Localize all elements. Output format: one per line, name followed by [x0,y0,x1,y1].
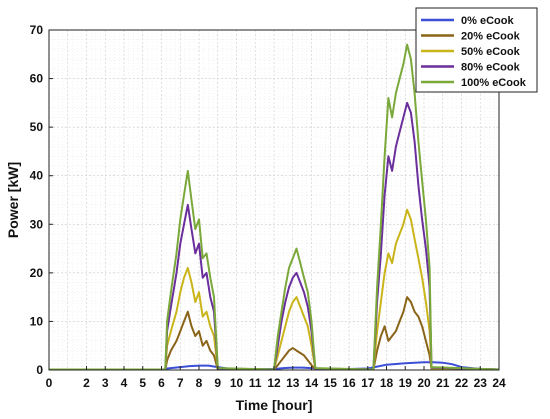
legend-label-0: 0% eCook [461,15,514,27]
x-tick-label-20: 21 [436,376,450,390]
x-tick-label-2: 3 [102,376,109,390]
x-tick-label-16: 17 [361,376,375,390]
x-tick-label-3: 4 [121,376,128,390]
series-line-1 [49,296,500,371]
x-tick-label-4: 5 [139,376,146,390]
x-tick-label-6: 7 [177,376,184,390]
x-tick-label-8: 9 [214,376,221,390]
x-tick-label-18: 19 [399,376,413,390]
x-tick-label-0: 0 [46,376,53,390]
series-group [49,43,500,371]
y-tick-label-1: 10 [30,314,44,328]
x-tick-label-14: 15 [324,376,338,390]
x-tick-label-1: 2 [83,376,90,390]
y-tick-label-2: 20 [30,266,44,280]
series-line-0 [49,361,500,371]
x-tick-label-19: 20 [417,376,431,390]
x-axis-ticks: 0 2 3 4 5 6 7 8 9 10 11 12 13 14 15 16 17 18 19 20 21 22 23 24 [46,366,506,390]
x-tick-label-9: 10 [230,376,244,390]
x-tick-label-13: 14 [305,376,319,390]
legend: 0% eCook 20% eCook 50% eCook 80% eCook 100% … [415,7,538,93]
x-tick-label-11: 12 [267,376,281,390]
y-tick-label-3: 30 [30,217,44,231]
series-line-3 [49,101,500,371]
x-tick-label-22: 23 [474,376,488,390]
y-axis-ticks: 0 10 20 30 40 50 60 70 [30,23,53,377]
x-tick-label-7: 8 [196,376,203,390]
x-tick-label-15: 16 [342,376,356,390]
legend-label-2: 50% eCook [461,46,521,58]
x-tick-label-5: 6 [158,376,165,390]
x-tick-label-10: 11 [249,376,262,390]
x-tick-label-12: 13 [286,376,300,390]
y-tick-label-6: 60 [30,72,44,86]
y-tick-label-5: 50 [30,120,44,134]
legend-label-3: 80% eCook [461,62,521,74]
x-tick-label-23: 24 [492,376,506,390]
y-tick-label-7: 70 [30,23,44,37]
y-tick-label-0: 0 [36,363,43,377]
y-axis-label: Power [kW] [5,162,21,238]
legend-label-4: 100% eCook [461,77,527,89]
series-line-2 [49,208,500,371]
x-tick-label-21: 22 [455,376,469,390]
y-tick-label-4: 40 [30,169,44,183]
series-line-4 [49,43,500,371]
legend-label-1: 20% eCook [461,31,521,43]
x-axis-label: Time [hour] [236,397,313,413]
x-tick-label-17: 18 [380,376,394,390]
